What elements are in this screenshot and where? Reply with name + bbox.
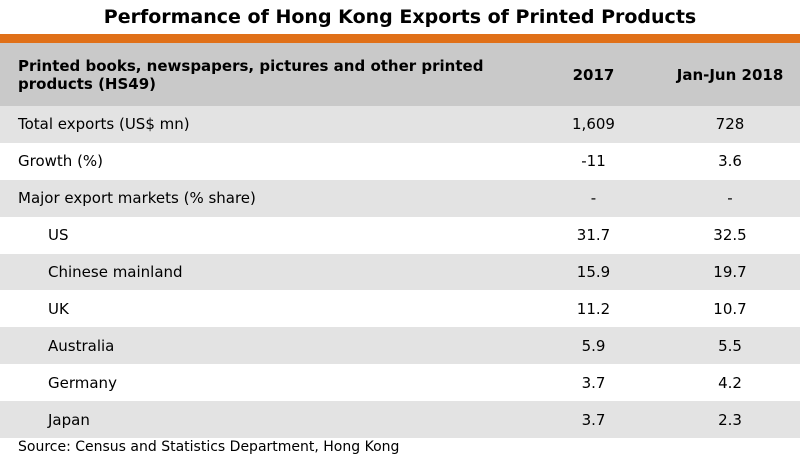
value-jan-jun-2018: 2.3 <box>718 410 742 429</box>
value-2017: -11 <box>581 152 606 171</box>
value-jan-jun-2018: 19.7 <box>713 263 747 281</box>
table-row: Growth (%) -11 3.6 <box>0 143 800 180</box>
row-label: Germany <box>48 373 117 392</box>
table-header: Printed books, newspapers, pictures and … <box>0 43 800 106</box>
row-label: Australia <box>48 336 115 355</box>
value-jan-jun-2018: 3.6 <box>718 152 742 171</box>
source-note: Source: Census and Statistics Department… <box>18 439 400 455</box>
header-2017: 2017 <box>572 65 615 84</box>
table-row: Australia 5.9 5.5 <box>0 327 800 365</box>
table-row: Major export markets (% share) - - <box>0 179 800 217</box>
value-2017: - <box>590 189 597 208</box>
value-jan-jun-2018: 5.5 <box>718 336 742 355</box>
row-label: Japan <box>48 410 90 429</box>
table-row: Chinese mainland 15.9 19.7 <box>0 253 800 291</box>
row-label: Major export markets (% share) <box>18 189 256 208</box>
row-label: Chinese mainland <box>48 263 183 281</box>
value-2017: 3.7 <box>581 373 606 392</box>
value-2017: 31.7 <box>576 226 611 245</box>
value-jan-jun-2018: 32.5 <box>713 226 747 245</box>
table-row: US 31.7 32.5 <box>0 217 800 254</box>
row-label: Total exports (US$ mn) <box>18 115 190 134</box>
table-row: UK 11.2 10.7 <box>0 290 800 327</box>
table-row: Total exports (US$ mn) 1,609 728 <box>0 106 800 143</box>
table-row: Germany 3.7 4.2 <box>0 364 800 401</box>
value-2017: 1,609 <box>572 115 615 134</box>
value-2017: 11.2 <box>576 299 611 318</box>
table-title: Performance of Hong Kong Exports of Prin… <box>103 6 697 28</box>
value-jan-jun-2018: 10.7 <box>713 299 747 318</box>
value-2017: 5.9 <box>581 336 606 355</box>
value-2017: 15.9 <box>576 263 611 281</box>
data-table: Printed books, newspapers, pictures and … <box>0 43 800 439</box>
value-jan-jun-2018: 728 <box>715 115 745 134</box>
row-label: Growth (%) <box>18 152 104 171</box>
header-jan-jun-2018: Jan-Jun 2018 <box>676 65 784 84</box>
table-body: Total exports (US$ mn) 1,609 728 Growth (%)… <box>0 106 800 439</box>
value-2017: 3.7 <box>581 410 606 429</box>
table-row: Japan 3.7 2.3 <box>0 401 800 439</box>
header-category: Printed books, newspapers, pictures and … <box>18 56 484 93</box>
row-label: UK <box>48 299 69 318</box>
accent-bar <box>0 34 800 43</box>
value-jan-jun-2018: 4.2 <box>718 373 742 392</box>
value-jan-jun-2018: - <box>727 189 733 208</box>
row-label: US <box>48 226 69 245</box>
